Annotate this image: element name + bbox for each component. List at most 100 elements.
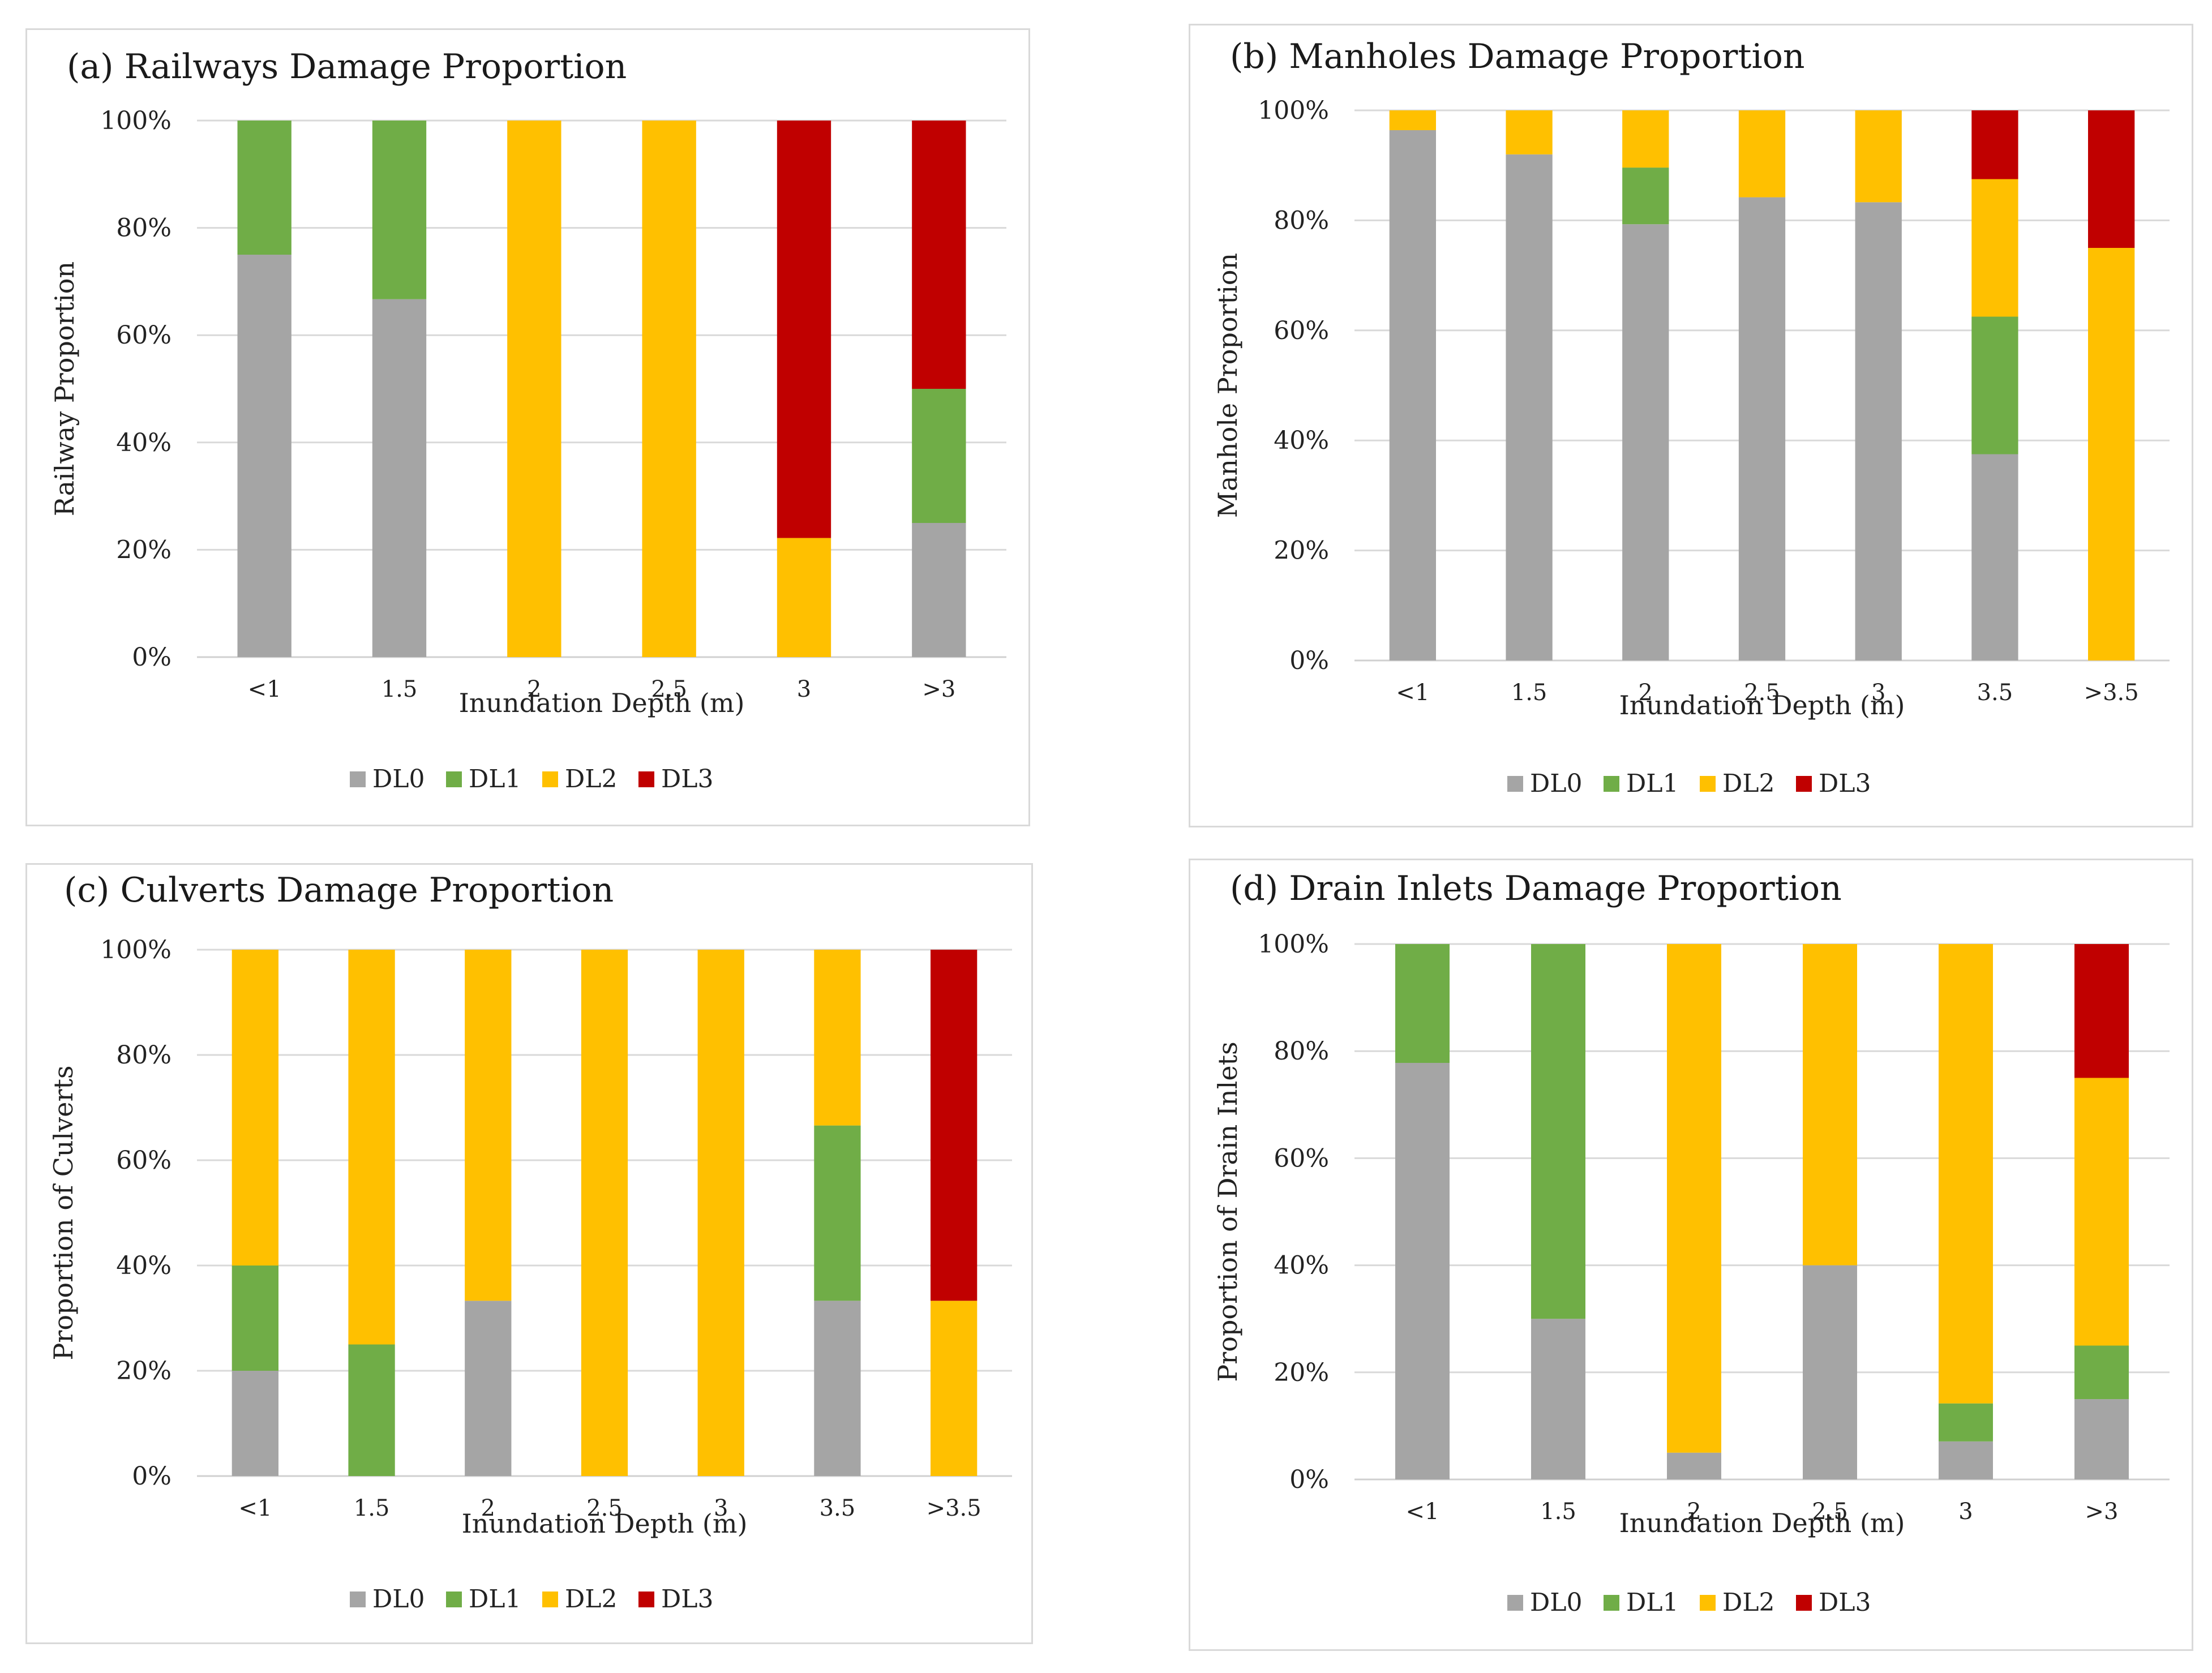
y-tick-label: 100%: [100, 936, 172, 964]
chart-svg: (b) Manholes Damage Proportion 0% 20% 40% 60…: [1212, 37, 2170, 798]
bar-segment-dl0: [1395, 1063, 1450, 1479]
x-axis-label: Inundation Depth (m): [462, 1508, 748, 1539]
legend-swatch-dl2: [1700, 776, 1716, 792]
legend-swatch-dl0: [350, 1592, 366, 1607]
bar-segment-dl2: [1803, 944, 1857, 1266]
bar-segment-dl2: [2074, 1078, 2129, 1346]
y-tick-label: 20%: [1274, 537, 1329, 565]
x-tick-label: >3.5: [927, 1495, 981, 1521]
y-tick-label: 40%: [1274, 1251, 1329, 1280]
y-axis-label: Manhole Proportion: [1212, 253, 1243, 518]
y-tick-label: 60%: [1274, 316, 1329, 345]
bar-segment-dl2: [2088, 248, 2135, 660]
x-tick-label: 1.5: [354, 1495, 390, 1521]
y-tick-label: 100%: [1258, 96, 1329, 125]
bar-segment-dl1: [1395, 944, 1450, 1063]
bar-segment-dl0: [1738, 197, 1786, 660]
legend-swatch-dl2: [542, 771, 558, 787]
chart-title: (c) Culverts Damage Proportion: [64, 870, 614, 910]
legend-label-dl3: DL3: [1819, 769, 1871, 798]
bar-segment-dl2: [931, 1301, 978, 1476]
bar-segment-dl0: [912, 523, 966, 657]
x-tick-label: 3: [1958, 1499, 1973, 1525]
legend-label-dl1: DL1: [469, 765, 521, 793]
x-tick-label: <1: [1406, 1499, 1439, 1525]
legend-swatch-dl2: [542, 1592, 558, 1607]
bar-segment-dl3: [912, 121, 966, 389]
bar-segment-dl2: [348, 950, 395, 1345]
x-axis-label: Inundation Depth (m): [1619, 690, 1905, 720]
y-axis-label: Railway Proportion: [49, 261, 80, 516]
legend-label-dl2: DL2: [565, 765, 618, 793]
y-tick-label: 60%: [116, 321, 172, 350]
bar-segment-dl0: [1531, 1319, 1585, 1479]
x-tick-label: 2.5: [586, 1495, 623, 1521]
x-tick-label: 3.5: [820, 1495, 856, 1521]
x-tick-label: <1: [238, 1495, 272, 1521]
y-tick-label: 0%: [1289, 646, 1329, 675]
bar-segment-dl2: [777, 538, 831, 657]
bar-segment-dl2: [1855, 110, 1902, 203]
bar-segment-dl2: [814, 950, 861, 1126]
x-tick-label: 2.5: [1812, 1499, 1848, 1525]
bar-segment-dl0: [1855, 202, 1902, 661]
legend-swatch-dl0: [1507, 1595, 1523, 1611]
bar-segment-dl0: [1506, 154, 1553, 660]
y-tick-label: 100%: [100, 106, 172, 135]
y-axis-label: Proportion of Drain Inlets: [1212, 1041, 1243, 1382]
x-tick-label: 2: [527, 676, 541, 702]
x-axis-label: Inundation Depth (m): [459, 688, 745, 718]
bar-segment-dl3: [2074, 944, 2129, 1078]
y-tick-label: 80%: [116, 214, 172, 243]
chart-title: (a) Railways Damage Proportion: [67, 47, 627, 87]
bar-segment-dl0: [1622, 224, 1669, 661]
bar-segment-dl1: [912, 389, 966, 523]
y-axis-label: Proportion of Culverts: [48, 1065, 79, 1360]
bar-segment-dl1: [814, 1125, 861, 1301]
bar-segment-dl0: [372, 299, 427, 657]
y-tick-label: 60%: [1274, 1144, 1329, 1173]
bar-segment-dl1: [1622, 168, 1669, 225]
y-tick-label: 0%: [132, 643, 172, 672]
bar-segment-dl2: [1939, 944, 1993, 1404]
bar-segment-dl1: [1531, 944, 1585, 1319]
bar-segment-dl0: [465, 1301, 512, 1476]
legend-swatch-dl1: [446, 771, 462, 787]
legend-label-dl0: DL0: [372, 1585, 425, 1614]
legend-label-dl1: DL1: [1626, 769, 1679, 798]
chart-svg: (c) Culverts Damage Proportion 0% 20% 40% 60…: [48, 870, 1012, 1614]
x-tick-label: >3.5: [2084, 680, 2139, 706]
legend-label-dl0: DL0: [372, 765, 425, 793]
bar-segment-dl3: [1971, 110, 2018, 179]
x-tick-label: 2: [1639, 680, 1653, 706]
bar-segment-dl2: [1506, 110, 1553, 155]
bar-segment-dl1: [1971, 316, 2018, 454]
legend-label-dl1: DL1: [1626, 1588, 1679, 1617]
legend-swatch-dl3: [638, 1592, 654, 1607]
bar-segment-dl2: [697, 950, 744, 1476]
x-tick-label: 1.5: [1540, 1499, 1576, 1525]
legend-swatch-dl0: [350, 771, 366, 787]
legend-label-dl0: DL0: [1530, 1588, 1583, 1617]
x-tick-label: 1.5: [1511, 680, 1547, 706]
bar-segment-dl0: [814, 1301, 861, 1476]
x-tick-label: 2.5: [1744, 680, 1780, 706]
bar-segment-dl2: [1971, 179, 2018, 317]
bar-segment-dl0: [237, 255, 291, 657]
legend-swatch-dl1: [1604, 1595, 1619, 1611]
bar-segment-dl3: [2088, 110, 2135, 248]
x-tick-label: 3: [714, 1495, 728, 1521]
y-tick-label: 40%: [116, 1251, 172, 1280]
bar-segment-dl3: [931, 950, 978, 1301]
bar-segment-dl1: [348, 1344, 395, 1476]
y-tick-label: 100%: [1258, 930, 1329, 959]
legend-swatch-dl3: [1796, 776, 1812, 792]
legend-swatch-dl3: [638, 771, 654, 787]
legend-swatch-dl2: [1700, 1595, 1716, 1611]
bar-segment-dl2: [642, 121, 696, 657]
chart-panel-railways: (a) Railways Damage Proportion 0% 20% 40% 60…: [25, 28, 1030, 826]
bar-segment-dl0: [1939, 1441, 1993, 1479]
legend-label-dl0: DL0: [1530, 769, 1583, 798]
bar-segment-dl1: [372, 121, 427, 299]
chart-panel-culverts: (c) Culverts Damage Proportion 0% 20% 40% 60…: [25, 863, 1033, 1644]
